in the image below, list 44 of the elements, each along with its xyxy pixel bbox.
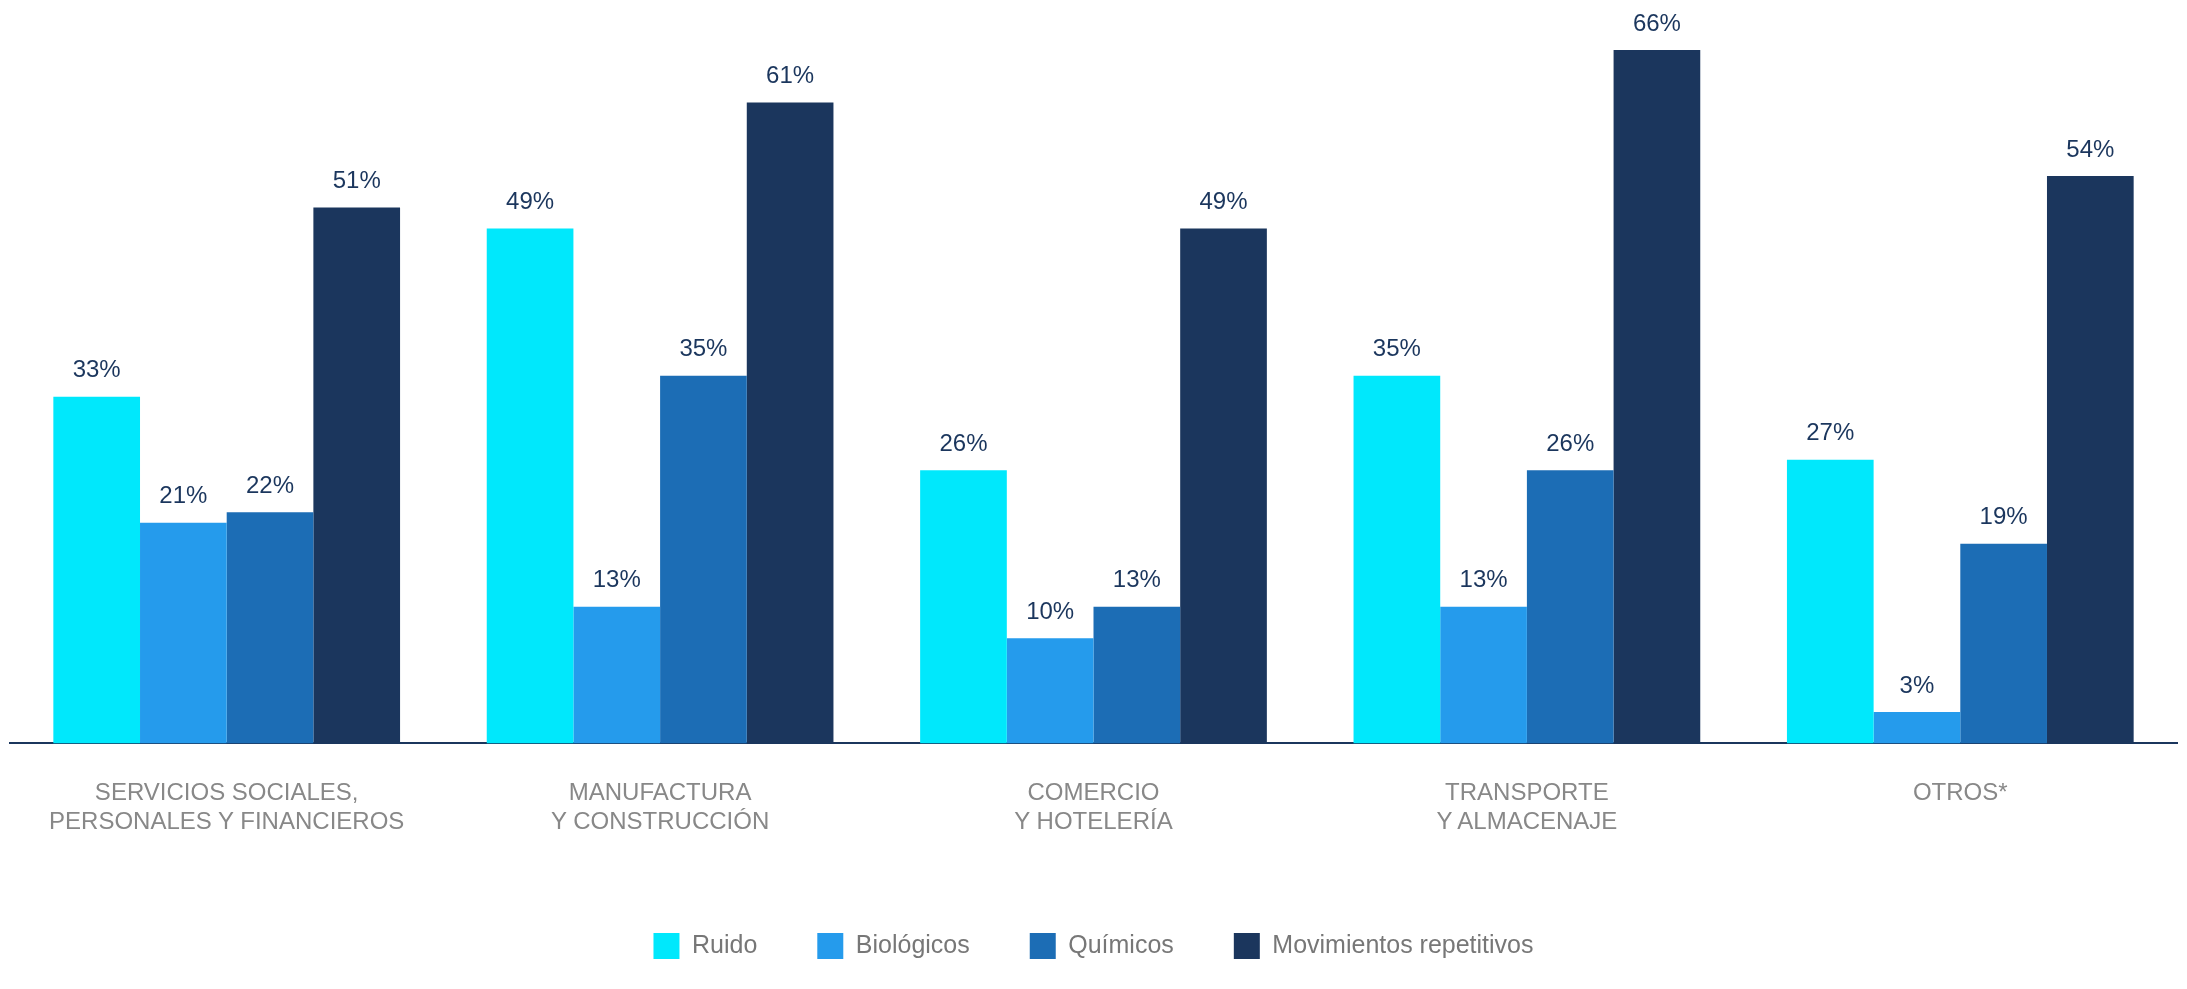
bar bbox=[660, 375, 747, 744]
data-label: 22% bbox=[246, 470, 295, 498]
bar bbox=[1353, 375, 1441, 744]
legend-label: Químicos bbox=[1068, 929, 1174, 958]
x-tick-label: MANUFACTURA Y CONSTRUCCIÓN bbox=[550, 778, 770, 835]
data-label: 13% bbox=[592, 565, 641, 593]
data-label: 35% bbox=[1372, 334, 1421, 362]
legend-label: Movimientos repetitivos bbox=[1272, 929, 1534, 958]
x-tick-label: COMERCIO Y HOTELERÍA bbox=[1014, 778, 1173, 835]
bar bbox=[1093, 606, 1181, 744]
data-label: 26% bbox=[939, 428, 988, 456]
data-label: 13% bbox=[1112, 565, 1161, 593]
data-label: 66% bbox=[1632, 8, 1681, 36]
bar bbox=[1873, 711, 1961, 744]
data-label: 49% bbox=[506, 187, 555, 215]
data-label: 3% bbox=[1899, 670, 1935, 698]
bar bbox=[1526, 470, 1614, 744]
bar bbox=[140, 522, 227, 744]
bar bbox=[53, 396, 141, 744]
data-label: 27% bbox=[1806, 418, 1855, 446]
bar bbox=[1786, 459, 1874, 744]
bar bbox=[486, 228, 574, 744]
data-label: 13% bbox=[1459, 565, 1508, 593]
data-label: 10% bbox=[1026, 596, 1075, 624]
data-label: 19% bbox=[1979, 502, 2028, 530]
x-tick-label: OTROS* bbox=[1912, 778, 2008, 806]
data-label: 54% bbox=[2066, 134, 2115, 162]
bar bbox=[1960, 543, 2047, 744]
data-label: 61% bbox=[766, 61, 815, 89]
legend-label: Biológicos bbox=[855, 929, 970, 958]
x-tick-label: SERVICIOS SOCIALES, PERSONALES Y FINANCIEROS bbox=[49, 778, 405, 835]
data-label: 35% bbox=[679, 334, 728, 362]
bar bbox=[226, 512, 314, 744]
bar bbox=[1440, 606, 1527, 744]
x-tick-label: TRANSPORTE Y ALMACENAJE bbox=[1436, 778, 1618, 835]
data-label: 21% bbox=[159, 481, 208, 509]
bar bbox=[573, 606, 661, 744]
legend-label: Ruido bbox=[691, 929, 758, 958]
bar bbox=[920, 470, 1007, 744]
data-label: 26% bbox=[1546, 428, 1595, 456]
data-label: 49% bbox=[1199, 187, 1248, 215]
data-label: 51% bbox=[332, 166, 381, 194]
bar bbox=[1006, 638, 1094, 744]
data-label: 33% bbox=[72, 355, 121, 383]
